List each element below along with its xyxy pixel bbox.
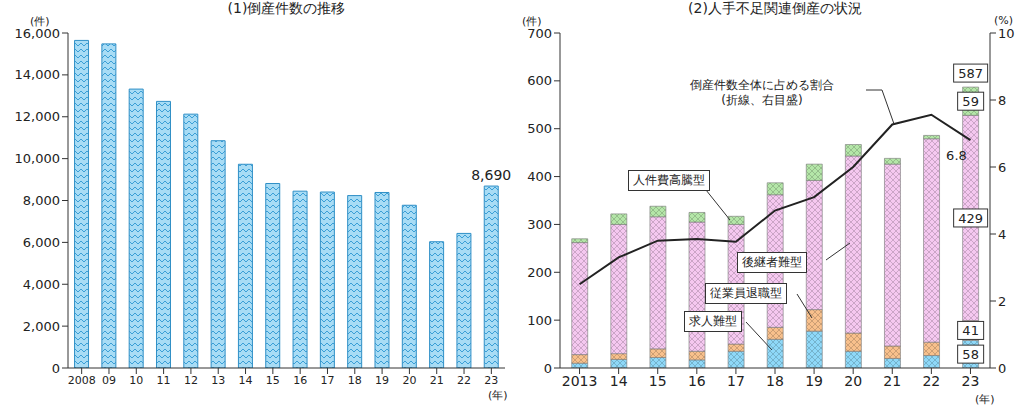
html-text:(年): (年) (488, 389, 508, 402)
svg-text:23: 23 (962, 373, 980, 389)
svg-text:6,000: 6,000 (23, 235, 60, 250)
svg-text:0: 0 (998, 361, 1006, 376)
svg-text:10: 10 (129, 374, 143, 387)
svg-text:600: 600 (527, 73, 552, 88)
svg-text:500: 500 (527, 121, 552, 136)
svg-text:2,000: 2,000 (23, 319, 60, 334)
svg-text:587: 587 (958, 66, 983, 81)
svg-text:6.8: 6.8 (946, 148, 967, 163)
html-text:従業員退職型: 従業員退職型 (710, 286, 782, 300)
svg-text:700: 700 (527, 26, 552, 41)
svg-text:100: 100 (527, 313, 552, 328)
svg-text:10: 10 (998, 26, 1015, 41)
html-text:(年): (年) (975, 393, 995, 406)
svg-text:09: 09 (102, 374, 116, 387)
svg-text:4: 4 (998, 227, 1006, 242)
svg-text:8: 8 (998, 93, 1006, 108)
svg-text:41: 41 (962, 323, 979, 338)
html-text:求人難型: 求人難型 (689, 314, 737, 328)
svg-text:21: 21 (883, 373, 901, 389)
svg-text:429: 429 (958, 211, 983, 226)
svg-text:6: 6 (998, 160, 1006, 175)
svg-text:16: 16 (293, 374, 307, 387)
svg-text:20: 20 (844, 373, 862, 389)
svg-text:14,000: 14,000 (15, 67, 61, 82)
svg-text:23: 23 (484, 374, 498, 387)
svg-text:22: 22 (457, 374, 471, 387)
svg-text:15: 15 (649, 373, 667, 389)
svg-text:8,000: 8,000 (23, 193, 60, 208)
svg-text:15: 15 (266, 374, 280, 387)
svg-text:16: 16 (688, 373, 706, 389)
svg-text:58: 58 (962, 347, 979, 362)
svg-text:0: 0 (544, 361, 552, 376)
svg-text:200: 200 (527, 265, 552, 280)
svg-text:4,000: 4,000 (23, 277, 60, 292)
html-text:人件費高騰型: 人件費高騰型 (633, 173, 705, 187)
svg-text:22: 22 (922, 373, 940, 389)
svg-text:19: 19 (375, 374, 389, 387)
svg-text:300: 300 (527, 217, 552, 232)
html-text:(折線、右目盛): (折線、右目盛) (721, 93, 803, 107)
svg-text:18: 18 (766, 373, 784, 389)
svg-text:2013: 2013 (562, 373, 598, 389)
html-text:(2)人手不足関連倒産の状況: (2)人手不足関連倒産の状況 (688, 0, 862, 16)
svg-text:21: 21 (430, 374, 444, 387)
svg-text:13: 13 (211, 374, 225, 387)
svg-text:17: 17 (727, 373, 745, 389)
html-text:倒産件数全体に占める割合: 倒産件数全体に占める割合 (690, 78, 834, 92)
svg-text:19: 19 (805, 373, 823, 389)
html-text:(件): (件) (30, 15, 50, 28)
svg-text:17: 17 (320, 374, 334, 387)
html-text:(1)倒産件数の推移: (1)倒産件数の推移 (227, 0, 346, 16)
svg-text:2: 2 (998, 294, 1006, 309)
html-text:後継者難型: 後継者難型 (742, 255, 802, 269)
svg-text:16,000: 16,000 (15, 26, 61, 41)
svg-text:10,000: 10,000 (15, 151, 61, 166)
svg-text:18: 18 (348, 374, 362, 387)
svg-text:20: 20 (402, 374, 416, 387)
svg-text:400: 400 (527, 169, 552, 184)
html-text:(件): (件) (522, 15, 542, 28)
svg-text:11: 11 (157, 374, 171, 387)
svg-text:0: 0 (52, 361, 60, 376)
svg-text:14: 14 (610, 373, 628, 389)
svg-text:12,000: 12,000 (15, 109, 61, 124)
svg-text:12: 12 (184, 374, 198, 387)
svg-text:2008: 2008 (68, 374, 96, 387)
svg-text:14: 14 (239, 374, 253, 387)
svg-text:59: 59 (962, 94, 979, 109)
svg-text:8,690: 8,690 (471, 167, 511, 183)
